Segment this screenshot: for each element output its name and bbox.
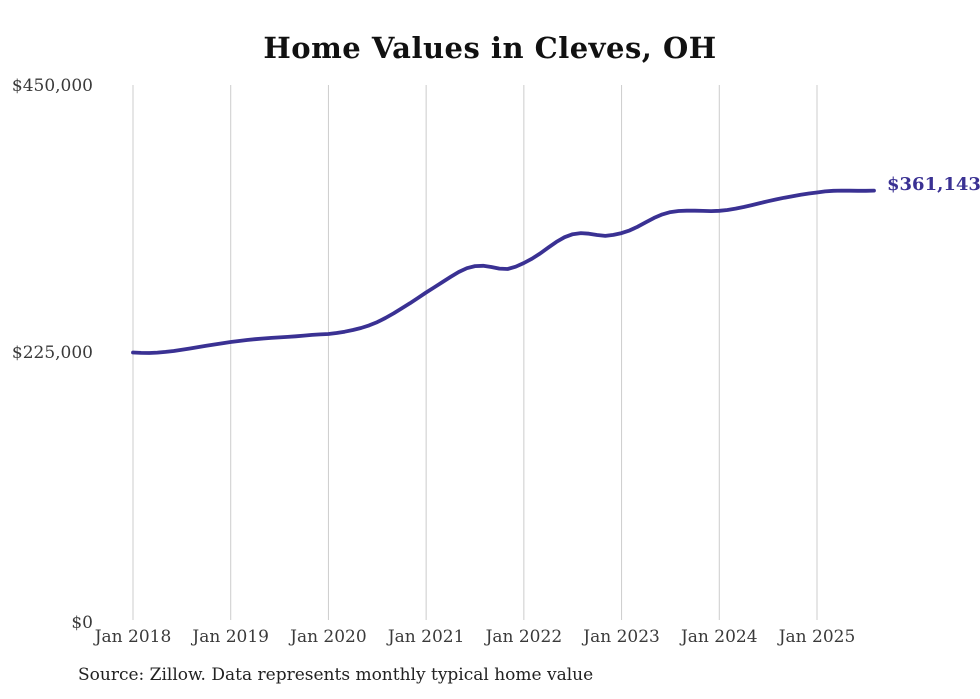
- latest-value-label: $361,143: [887, 174, 980, 195]
- x-axis-label: Jan 2021: [386, 627, 465, 647]
- x-axis-label: Jan 2019: [190, 627, 269, 647]
- y-axis-label-0: $0: [71, 613, 93, 633]
- x-axis-label: Jan 2020: [288, 627, 367, 647]
- x-axis-label: Jan 2023: [581, 627, 660, 647]
- y-axis-label-225000: $225,000: [11, 343, 93, 363]
- x-axis-label: Jan 2024: [679, 627, 758, 647]
- y-axis-label-450000: $450,000: [11, 76, 93, 96]
- x-axis-label: Jan 2025: [777, 627, 856, 647]
- value-line: [131, 188, 876, 355]
- x-axis-label: Jan 2018: [93, 627, 172, 647]
- x-axis-label: Jan 2022: [484, 627, 563, 647]
- chart-title: Home Values in Cleves, OH: [263, 31, 717, 65]
- source-note: Source: Zillow. Data represents monthly …: [78, 665, 594, 685]
